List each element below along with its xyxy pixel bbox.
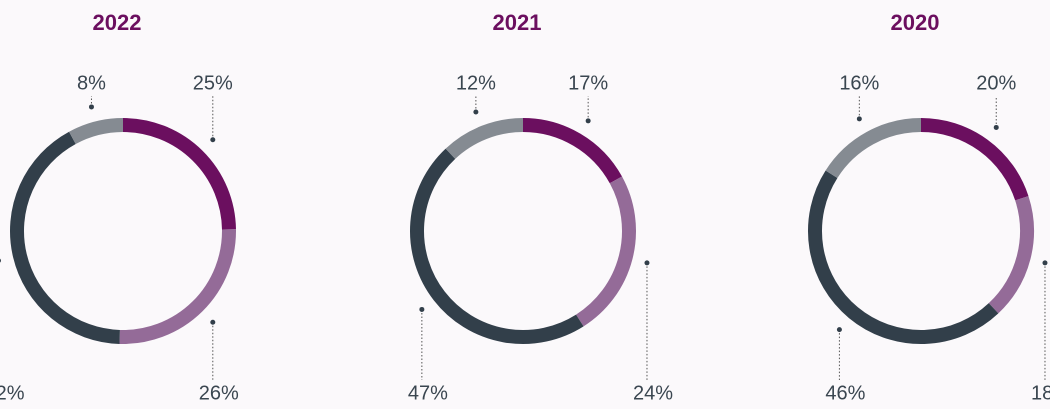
chart-title: 2022 [93, 10, 142, 35]
data-label: 46% [825, 382, 865, 404]
leader-dot [473, 109, 479, 115]
chart-title: 2021 [493, 10, 542, 35]
chart-title: 2020 [891, 10, 940, 35]
donut-segment [119, 229, 236, 344]
donut-segment [575, 176, 636, 327]
donut-segment [808, 170, 999, 344]
donut-segment [920, 118, 1029, 201]
leader-dot [419, 306, 425, 312]
donut-segment [10, 131, 120, 344]
donut-segment [445, 118, 524, 159]
leader-dot [993, 124, 999, 130]
data-label: 8% [77, 72, 106, 94]
data-label: 47% [408, 382, 448, 404]
leader-dot [210, 137, 216, 143]
donut-segment [988, 196, 1034, 314]
leader-dot [856, 116, 862, 122]
leader-dot [1042, 260, 1048, 266]
data-label: 12% [456, 72, 496, 94]
leader-dot [0, 258, 1, 263]
donut-segment [69, 118, 124, 145]
leader-dot [644, 260, 650, 266]
data-label: 24% [633, 382, 673, 404]
data-label: 25% [193, 72, 233, 94]
data-label: 16% [839, 72, 879, 94]
donut-segment [122, 118, 236, 230]
leader-dot [88, 104, 94, 110]
donut-segment [522, 118, 623, 184]
leader-dot [585, 118, 591, 124]
leader-dot [836, 327, 842, 333]
leader-dot [210, 319, 216, 325]
data-label: 20% [976, 72, 1016, 94]
data-label: 26% [199, 382, 239, 404]
donut-segment [825, 118, 922, 179]
donut-segment [410, 148, 584, 344]
data-label: 42% [0, 382, 25, 404]
data-label: 18% [1031, 382, 1050, 404]
data-label: 17% [568, 72, 608, 94]
